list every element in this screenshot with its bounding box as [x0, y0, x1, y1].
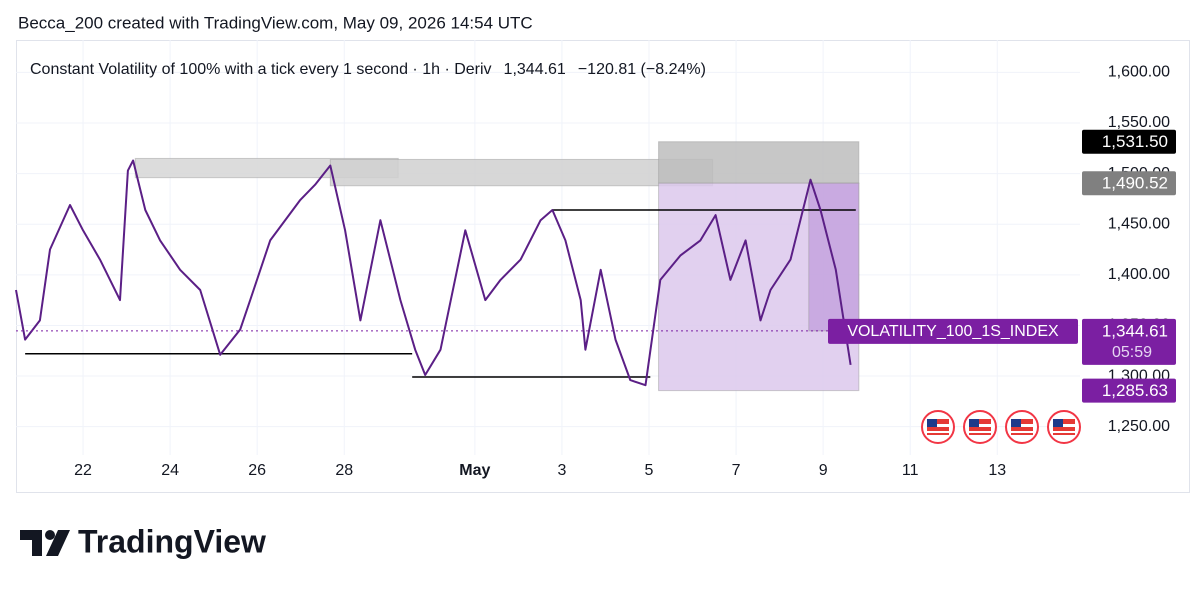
- zone: [808, 182, 860, 332]
- price-label: 1,490.52: [1102, 174, 1168, 193]
- x-tick-label: 3: [557, 462, 566, 479]
- price-label: 1,344.61: [1102, 321, 1168, 340]
- event-flags: [921, 410, 1081, 444]
- logo-mark: [45, 530, 55, 540]
- flag: [921, 410, 955, 444]
- legend: Constant Volatility of 100% with a tick …: [30, 61, 706, 78]
- x-tick-label: 5: [645, 462, 654, 479]
- price-line: [15, 159, 852, 387]
- x-tick-label: 22: [74, 462, 92, 479]
- logo-mark: [20, 530, 42, 556]
- y-tick-label: 1,550.00: [1108, 114, 1170, 131]
- x-tick-label: 26: [248, 462, 266, 479]
- x-tick-label: May: [459, 462, 490, 479]
- flag: [963, 410, 997, 444]
- price-label-box: [1082, 318, 1176, 365]
- brand-logo: TradingView: [20, 523, 266, 559]
- y-tick-label: 1,600.00: [1108, 64, 1170, 81]
- caption: Becca_200 created with TradingView.com, …: [18, 13, 533, 32]
- price-label-box: [1082, 378, 1176, 403]
- x-tick-label: 7: [732, 462, 741, 479]
- price-label-box: [1082, 171, 1176, 196]
- x-tick-label: 11: [902, 462, 919, 479]
- zone: [658, 141, 860, 184]
- symbol-label: VOLATILITY_100_1S_INDEX: [847, 323, 1059, 340]
- brand: TradingView: [78, 523, 266, 559]
- symbol-label-box: [828, 318, 1078, 344]
- x-tick-label: 9: [819, 462, 828, 479]
- y-tick-label: 1,400.00: [1108, 266, 1170, 283]
- legend-title: Constant Volatility of 100% with a tick …: [30, 61, 492, 78]
- flag: [1005, 410, 1039, 444]
- y-tick-label: 1,250.00: [1108, 418, 1170, 435]
- y-tick-label: 1,450.00: [1108, 215, 1170, 232]
- countdown: 05:59: [1112, 344, 1152, 361]
- chart-frame: [16, 40, 1190, 493]
- price-label: 1,531.50: [1102, 132, 1168, 151]
- legend-price: 1,344.61: [504, 61, 566, 78]
- price-label: 1,285.63: [1102, 381, 1168, 400]
- price-label-box: [1082, 129, 1176, 154]
- flag: [1047, 410, 1081, 444]
- x-tick-label: 28: [335, 462, 353, 479]
- logo-mark: [46, 530, 70, 556]
- zone: [329, 158, 714, 187]
- x-tick-label: 24: [161, 462, 179, 479]
- x-tick-label: 13: [988, 462, 1006, 479]
- plot-area: 1,250.001,300.001,350.001,400.001,450.00…: [15, 40, 1170, 479]
- legend-change: −120.81 (−8.24%): [578, 61, 706, 78]
